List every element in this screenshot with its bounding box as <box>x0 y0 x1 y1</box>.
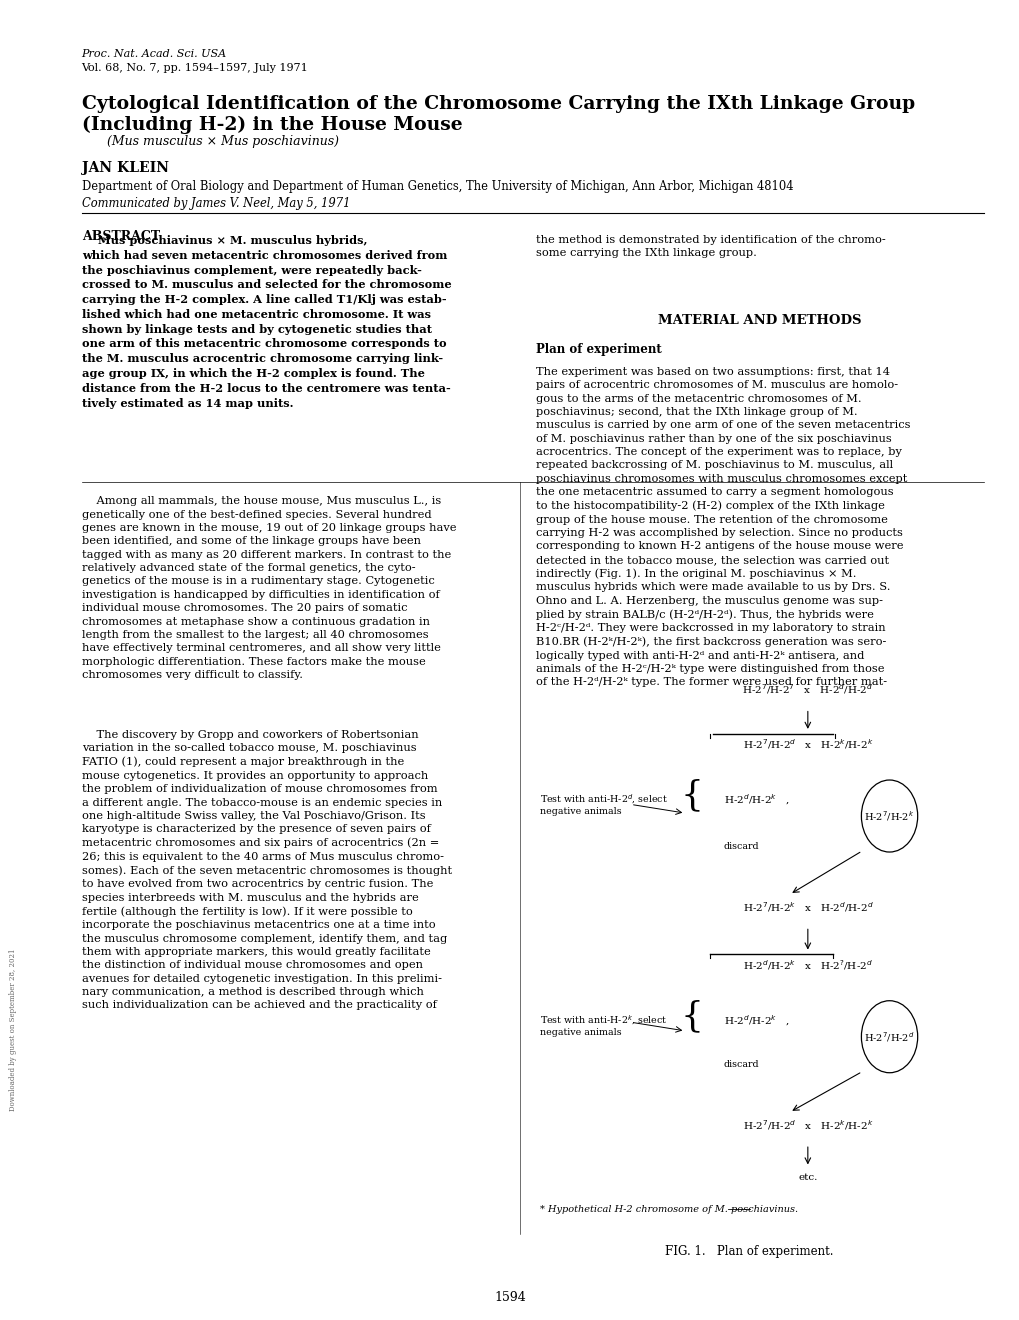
Text: H-2$^7$/H-2$^k$: H-2$^7$/H-2$^k$ <box>863 809 914 822</box>
Text: Among all mammals, the house mouse, Mus musculus L., is
genetically one of the b: Among all mammals, the house mouse, Mus … <box>82 496 455 680</box>
Text: Plan of experiment: Plan of experiment <box>535 343 660 356</box>
Text: (Mus musculus × Mus poschiavinus): (Mus musculus × Mus poschiavinus) <box>107 135 338 148</box>
Text: The experiment was based on two assumptions: first, that 14
pairs of acrocentric: The experiment was based on two assumpti… <box>535 367 909 688</box>
Text: Vol. 68, No. 7, pp. 1594–1597, July 1971: Vol. 68, No. 7, pp. 1594–1597, July 1971 <box>82 63 308 74</box>
Text: FIG. 1.   Plan of experiment.: FIG. 1. Plan of experiment. <box>664 1245 834 1258</box>
Text: Communicated by James V. Neel, May 5, 1971: Communicated by James V. Neel, May 5, 19… <box>82 197 350 210</box>
Text: H-2$^7$/H-2$^d$   x   H-2$^k$/H-2$^k$: H-2$^7$/H-2$^d$ x H-2$^k$/H-2$^k$ <box>742 1118 872 1131</box>
Text: The discovery by Gropp and coworkers of Robertsonian
variation in the so-called : The discovery by Gropp and coworkers of … <box>82 730 451 1010</box>
Text: discard: discard <box>723 842 759 851</box>
Text: H-2$^7$/H-2$^d$: H-2$^7$/H-2$^d$ <box>863 1030 914 1044</box>
Text: {: { <box>680 779 703 813</box>
Text: H-2$^d$/H-2$^k$   ,: H-2$^d$/H-2$^k$ , <box>723 1014 789 1028</box>
Text: H-2$^7$/H-2$^d$   x   H-2$^k$/H-2$^k$: H-2$^7$/H-2$^d$ x H-2$^k$/H-2$^k$ <box>742 738 872 751</box>
Text: Mus poschiavinus × M. musculus hybrids,
which had seven metacentric chromosomes : Mus poschiavinus × M. musculus hybrids, … <box>82 235 450 409</box>
Text: ABSTRACT: ABSTRACT <box>82 230 160 243</box>
Text: (Including H-2) in the House Mouse: (Including H-2) in the House Mouse <box>82 116 462 135</box>
Text: JAN KLEIN: JAN KLEIN <box>82 161 168 176</box>
Text: H-2$^7$/H-2$^7$   x   H-2$^d$/H-2$^d$: H-2$^7$/H-2$^7$ x H-2$^d$/H-2$^d$ <box>742 682 872 696</box>
Text: H-2$^7$/H-2$^k$   x   H-2$^d$/H-2$^d$: H-2$^7$/H-2$^k$ x H-2$^d$/H-2$^d$ <box>742 900 872 913</box>
Text: etc.: etc. <box>798 1173 816 1183</box>
Text: Department of Oral Biology and Department of Human Genetics, The University of M: Department of Oral Biology and Departmen… <box>82 180 793 193</box>
Text: MATERIAL AND METHODS: MATERIAL AND METHODS <box>657 314 861 327</box>
Text: * Hypothetical H-2 chromosome of M. poschiavinus.: * Hypothetical H-2 chromosome of M. posc… <box>539 1205 798 1214</box>
Text: H-2$^d$/H-2$^k$   x   H-2$^?$/H-2$^d$: H-2$^d$/H-2$^k$ x H-2$^?$/H-2$^d$ <box>742 958 872 972</box>
Text: the method is demonstrated by identification of the chromo-
some carrying the IX: the method is demonstrated by identifica… <box>535 235 884 259</box>
Text: Test with anti-H-2$^k$, select
negative animals: Test with anti-H-2$^k$, select negative … <box>539 1014 667 1038</box>
Text: {: { <box>680 999 703 1034</box>
Text: 1594: 1594 <box>493 1291 526 1304</box>
Text: Test with anti-H-2$^d$, select
negative animals: Test with anti-H-2$^d$, select negative … <box>539 793 667 817</box>
Text: Cytological Identification of the Chromosome Carrying the IXth Linkage Group: Cytological Identification of the Chromo… <box>82 95 914 114</box>
Text: Downloaded by guest on September 28, 2021: Downloaded by guest on September 28, 202… <box>9 948 17 1111</box>
Text: Proc. Nat. Acad. Sci. USA: Proc. Nat. Acad. Sci. USA <box>82 49 226 59</box>
Text: discard: discard <box>723 1060 759 1069</box>
Text: H-2$^d$/H-2$^k$   ,: H-2$^d$/H-2$^k$ , <box>723 793 789 808</box>
